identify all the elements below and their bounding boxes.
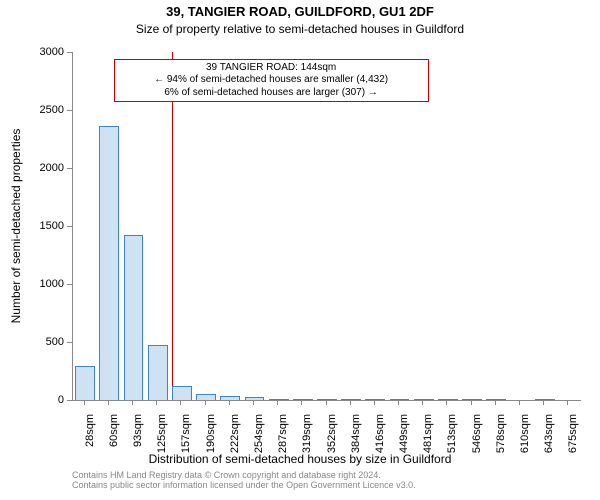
x-tick-mark <box>301 400 302 405</box>
x-tick-label: 610sqm <box>519 414 531 453</box>
x-tick-mark <box>253 400 254 405</box>
x-tick-mark <box>326 400 327 405</box>
y-tick-mark <box>67 284 72 285</box>
annotation-line: 39 TANGIER ROAD: 144sqm <box>121 62 422 75</box>
y-tick-label: 0 <box>0 394 64 406</box>
x-tick-label: 416sqm <box>374 414 386 453</box>
x-tick-mark <box>422 400 423 405</box>
x-tick-label: 643sqm <box>543 414 555 453</box>
x-tick-mark <box>495 400 496 405</box>
histogram-bar <box>317 399 337 400</box>
x-tick-label: 157sqm <box>180 414 192 453</box>
histogram-bar <box>196 394 216 400</box>
x-tick-label: 352sqm <box>326 414 338 453</box>
histogram-bar <box>462 399 482 400</box>
histogram-bar <box>486 399 506 400</box>
x-tick-label: 578sqm <box>495 414 507 453</box>
x-tick-mark <box>180 400 181 405</box>
footer-line: Contains public sector information licen… <box>72 480 416 490</box>
y-tick-label: 1500 <box>0 220 64 232</box>
y-tick-mark <box>67 400 72 401</box>
x-tick-label: 546sqm <box>471 414 483 453</box>
x-tick-mark <box>471 400 472 405</box>
histogram-bar <box>148 345 168 400</box>
x-tick-label: 481sqm <box>422 414 434 453</box>
x-tick-mark <box>398 400 399 405</box>
histogram-bar <box>220 396 240 400</box>
y-tick-mark <box>67 52 72 53</box>
histogram-bar <box>535 399 555 400</box>
x-tick-mark <box>84 400 85 405</box>
x-tick-mark <box>350 400 351 405</box>
y-tick-label: 500 <box>0 336 64 348</box>
x-tick-label: 93sqm <box>132 414 144 447</box>
x-axis-label: Distribution of semi-detached houses by … <box>0 452 600 466</box>
x-tick-mark <box>374 400 375 405</box>
x-tick-mark <box>132 400 133 405</box>
x-tick-label: 384sqm <box>350 414 362 453</box>
annotation-box: 39 TANGIER ROAD: 144sqm← 94% of semi-det… <box>114 59 429 103</box>
histogram-bar <box>124 235 144 400</box>
x-tick-mark <box>108 400 109 405</box>
x-tick-mark <box>277 400 278 405</box>
x-tick-mark <box>446 400 447 405</box>
plot-area: 39 TANGIER ROAD: 144sqm← 94% of semi-det… <box>72 52 581 401</box>
x-tick-mark <box>205 400 206 405</box>
x-tick-mark <box>567 400 568 405</box>
annotation-line: ← 94% of semi-detached houses are smalle… <box>121 74 422 87</box>
histogram-bar <box>365 399 385 400</box>
x-tick-mark <box>519 400 520 405</box>
annotation-line: 6% of semi-detached houses are larger (3… <box>121 87 422 100</box>
y-tick-label: 2500 <box>0 104 64 116</box>
histogram-bar <box>75 366 95 400</box>
chart-subtitle: Size of property relative to semi-detach… <box>0 22 600 36</box>
y-tick-label: 1000 <box>0 278 64 290</box>
histogram-bar <box>341 399 361 400</box>
x-tick-label: 190sqm <box>205 414 217 453</box>
y-tick-mark <box>67 110 72 111</box>
y-tick-label: 3000 <box>0 46 64 58</box>
x-tick-label: 513sqm <box>446 414 458 453</box>
attribution-footer: Contains HM Land Registry data © Crown c… <box>72 470 416 490</box>
histogram-bar <box>390 399 410 400</box>
histogram-bar <box>438 399 458 400</box>
x-tick-mark <box>543 400 544 405</box>
x-tick-label: 254sqm <box>253 414 265 453</box>
x-tick-label: 449sqm <box>398 414 410 453</box>
footer-line: Contains HM Land Registry data © Crown c… <box>72 470 416 480</box>
chart-title: 39, TANGIER ROAD, GUILDFORD, GU1 2DF <box>0 4 600 19</box>
y-tick-label: 2000 <box>0 162 64 174</box>
histogram-bar <box>269 399 289 400</box>
x-tick-mark <box>229 400 230 405</box>
histogram-bar <box>414 399 434 400</box>
x-tick-label: 222sqm <box>229 414 241 453</box>
x-tick-label: 60sqm <box>108 414 120 447</box>
chart-container: 39, TANGIER ROAD, GUILDFORD, GU1 2DF Siz… <box>0 0 600 500</box>
x-tick-mark <box>156 400 157 405</box>
property-marker-line <box>172 52 173 400</box>
x-tick-label: 675sqm <box>567 414 579 453</box>
y-tick-mark <box>67 226 72 227</box>
histogram-bar <box>99 126 119 400</box>
histogram-bar <box>293 399 313 400</box>
y-tick-mark <box>67 168 72 169</box>
x-tick-label: 28sqm <box>84 414 96 447</box>
x-tick-label: 125sqm <box>156 414 168 453</box>
x-tick-label: 319sqm <box>301 414 313 453</box>
x-tick-label: 287sqm <box>277 414 289 453</box>
histogram-bar <box>172 386 192 400</box>
histogram-bar <box>245 397 265 400</box>
y-tick-mark <box>67 342 72 343</box>
